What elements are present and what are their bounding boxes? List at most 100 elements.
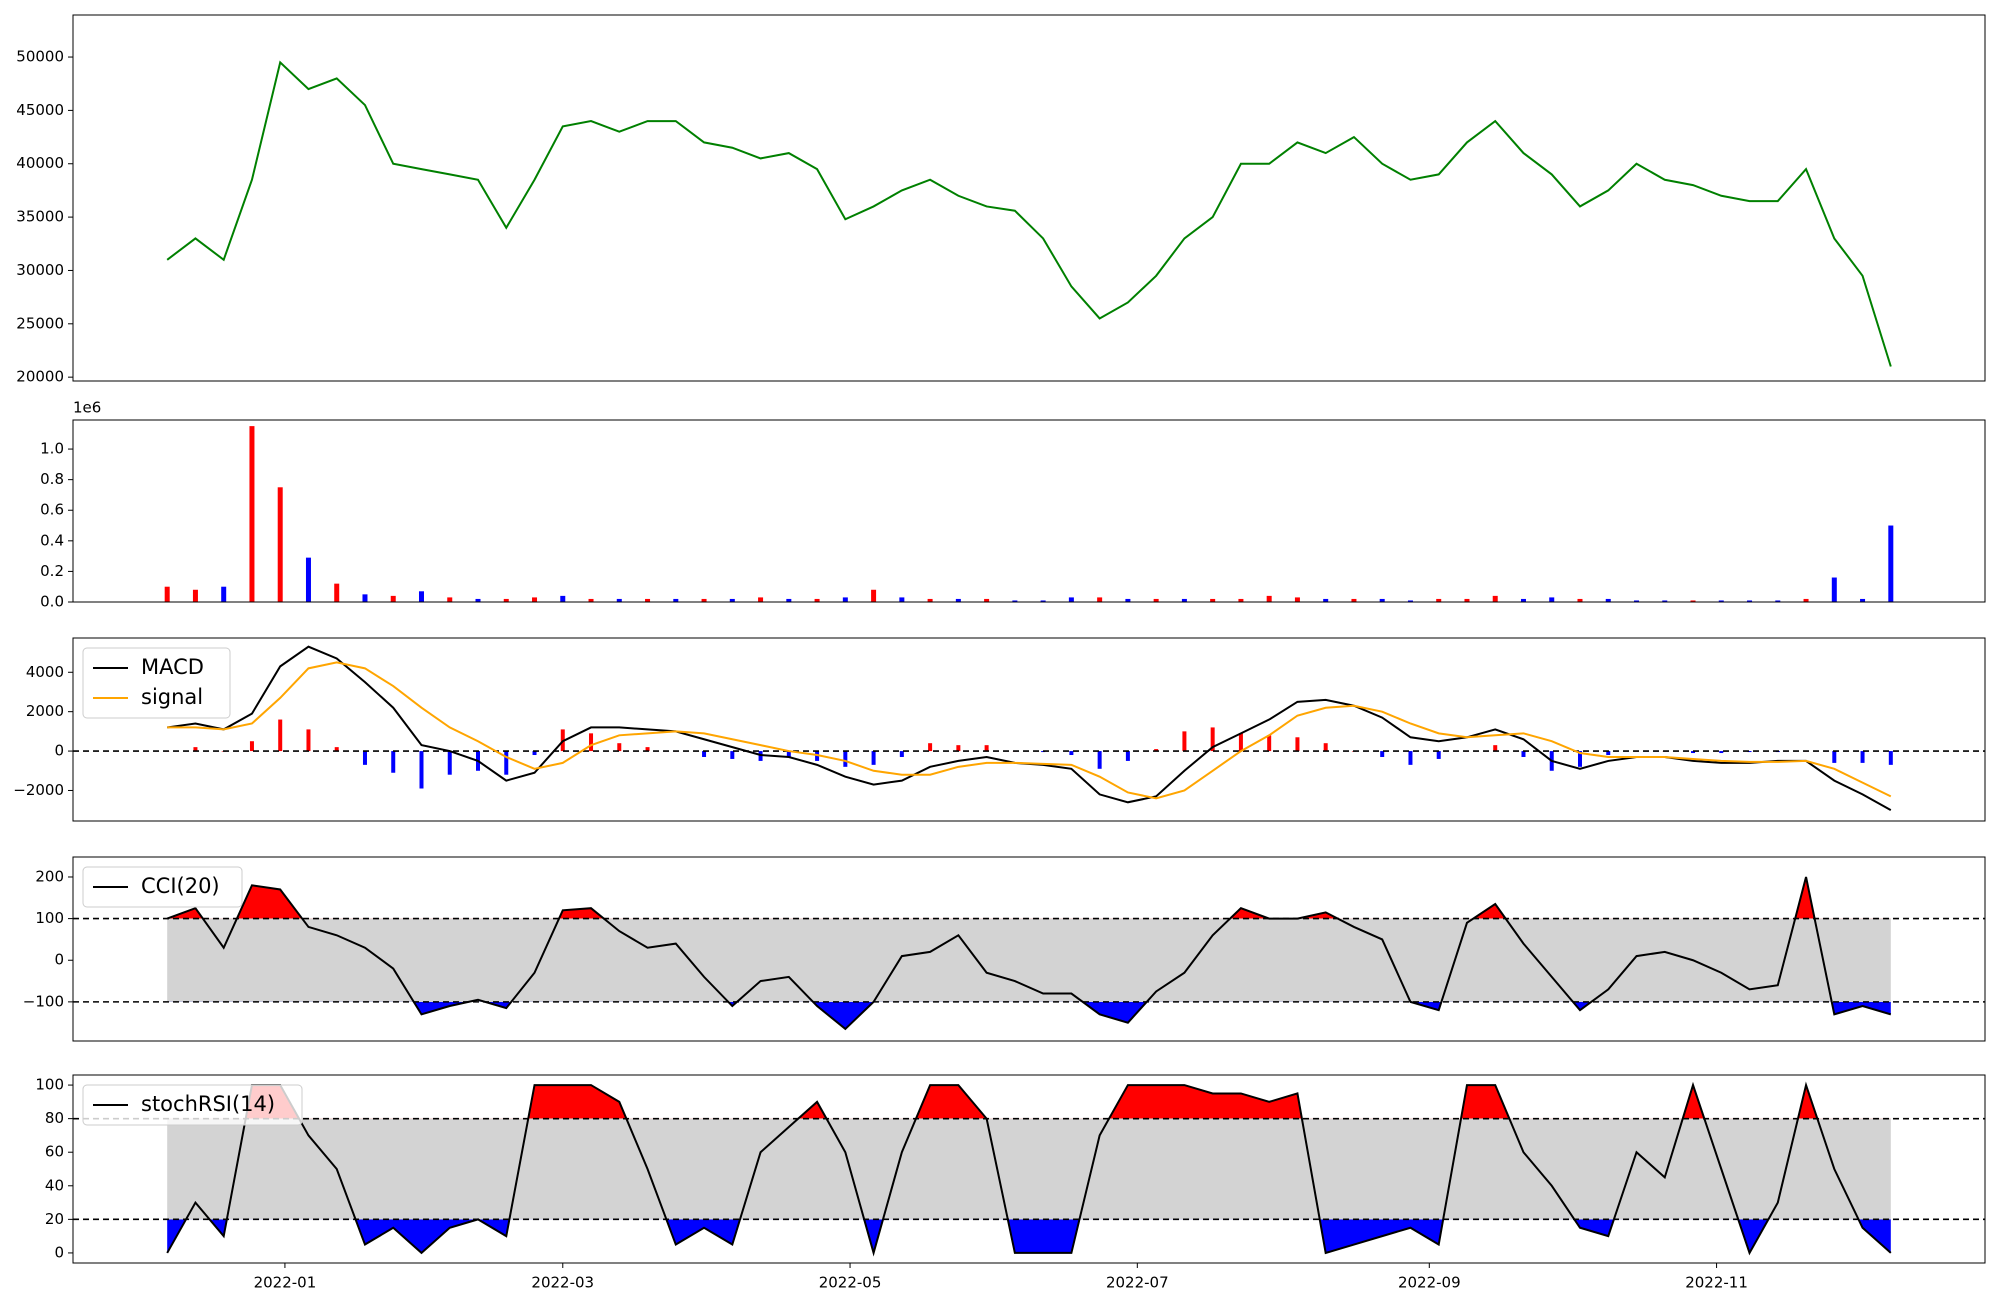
bar xyxy=(1775,600,1781,602)
legend: stochRSI(14) xyxy=(82,1084,303,1126)
y-tick-label: 25000 xyxy=(16,314,64,332)
bar xyxy=(842,597,848,602)
x-tick-label: 2022-11 xyxy=(1685,1274,1748,1292)
bar xyxy=(645,747,650,752)
bar xyxy=(362,594,368,602)
bar xyxy=(786,598,792,602)
panel-frame xyxy=(72,856,1986,1042)
y-tick-label: 0 xyxy=(54,742,64,760)
bar xyxy=(1125,598,1131,602)
bar xyxy=(1295,737,1300,752)
bar xyxy=(1832,751,1837,763)
bar xyxy=(447,751,452,775)
bar xyxy=(589,733,594,752)
y-tick-label: 4000 xyxy=(26,663,64,681)
bar xyxy=(1097,597,1103,602)
y-tick-label: 30000 xyxy=(16,261,64,279)
bar xyxy=(1718,600,1724,602)
indicator-line xyxy=(167,661,1892,800)
bar xyxy=(1888,751,1893,765)
y-tick-label: 40 xyxy=(45,1176,64,1194)
bar xyxy=(1747,751,1752,753)
legend-label: CCI(20) xyxy=(141,874,220,898)
bar xyxy=(1492,595,1498,602)
panel-frame xyxy=(72,14,1986,382)
bar xyxy=(1831,577,1837,602)
y-tick-label: 50000 xyxy=(16,48,64,66)
bar xyxy=(1520,598,1526,602)
lower-fill xyxy=(167,1219,1891,1253)
bar xyxy=(192,589,198,602)
panel-frame xyxy=(72,1074,1986,1264)
bar xyxy=(475,598,481,602)
bar xyxy=(1747,600,1753,602)
bar xyxy=(1040,600,1046,602)
x-tick-label: 2022-05 xyxy=(819,1274,882,1292)
x-tick-label: 2022-09 xyxy=(1398,1274,1461,1292)
y-tick-label: 0.6 xyxy=(40,501,64,519)
bar xyxy=(1068,597,1074,602)
bar xyxy=(1634,600,1640,602)
bar xyxy=(1464,598,1470,602)
bar xyxy=(1351,598,1357,602)
bar xyxy=(1267,735,1272,752)
panel-frame xyxy=(72,637,1986,822)
bar xyxy=(1153,598,1159,602)
bar xyxy=(193,747,198,752)
bar xyxy=(391,751,396,773)
bar xyxy=(1606,751,1611,756)
bar xyxy=(871,589,877,602)
y-tick-label: −2000 xyxy=(13,781,64,799)
bar xyxy=(1888,525,1894,602)
bar xyxy=(899,751,904,757)
bar xyxy=(1436,751,1441,759)
bar xyxy=(730,751,735,759)
bar xyxy=(1577,598,1583,602)
bar xyxy=(956,745,961,752)
bar xyxy=(1294,597,1300,602)
bar xyxy=(588,598,594,602)
bar xyxy=(1210,598,1216,602)
bar xyxy=(871,751,876,765)
y-tick-label: 45000 xyxy=(16,101,64,119)
bar xyxy=(1181,598,1187,602)
bar xyxy=(1238,733,1243,752)
bar xyxy=(532,597,538,602)
bar xyxy=(758,597,764,602)
bar xyxy=(306,729,311,752)
legend: MACD signal xyxy=(82,647,231,719)
x-tick-label: 2022-01 xyxy=(254,1274,317,1292)
y-tick-label: 35000 xyxy=(16,208,64,226)
bar xyxy=(1577,751,1582,767)
y-tick-label: 0.2 xyxy=(40,562,64,580)
bar xyxy=(221,586,227,602)
y-tick-label: −100 xyxy=(23,992,64,1010)
y-tick-label: 200 xyxy=(35,867,64,885)
y-tick-label: 0.4 xyxy=(40,531,64,549)
bar xyxy=(786,751,791,757)
bar xyxy=(1125,751,1130,761)
bar xyxy=(1719,751,1724,754)
y-tick-label: 60 xyxy=(45,1143,64,1161)
bar xyxy=(616,598,622,602)
bar xyxy=(814,598,820,602)
bar xyxy=(1323,743,1328,752)
bar xyxy=(1012,600,1018,602)
indicator-line xyxy=(166,876,1892,1031)
bar xyxy=(1266,595,1272,602)
y-tick-label: 2000 xyxy=(26,702,64,720)
bar xyxy=(1521,751,1526,757)
bar xyxy=(1182,731,1187,752)
y-tick-label: 20 xyxy=(45,1210,64,1228)
bar xyxy=(1069,751,1074,756)
bar xyxy=(249,741,254,752)
bar xyxy=(418,591,424,602)
y-tick-label: 1.0 xyxy=(40,440,64,458)
bar xyxy=(419,751,424,789)
bar xyxy=(1210,727,1215,752)
legend-label: signal xyxy=(141,685,203,709)
bar xyxy=(984,745,989,752)
bar xyxy=(1690,600,1696,602)
bar xyxy=(927,598,933,602)
